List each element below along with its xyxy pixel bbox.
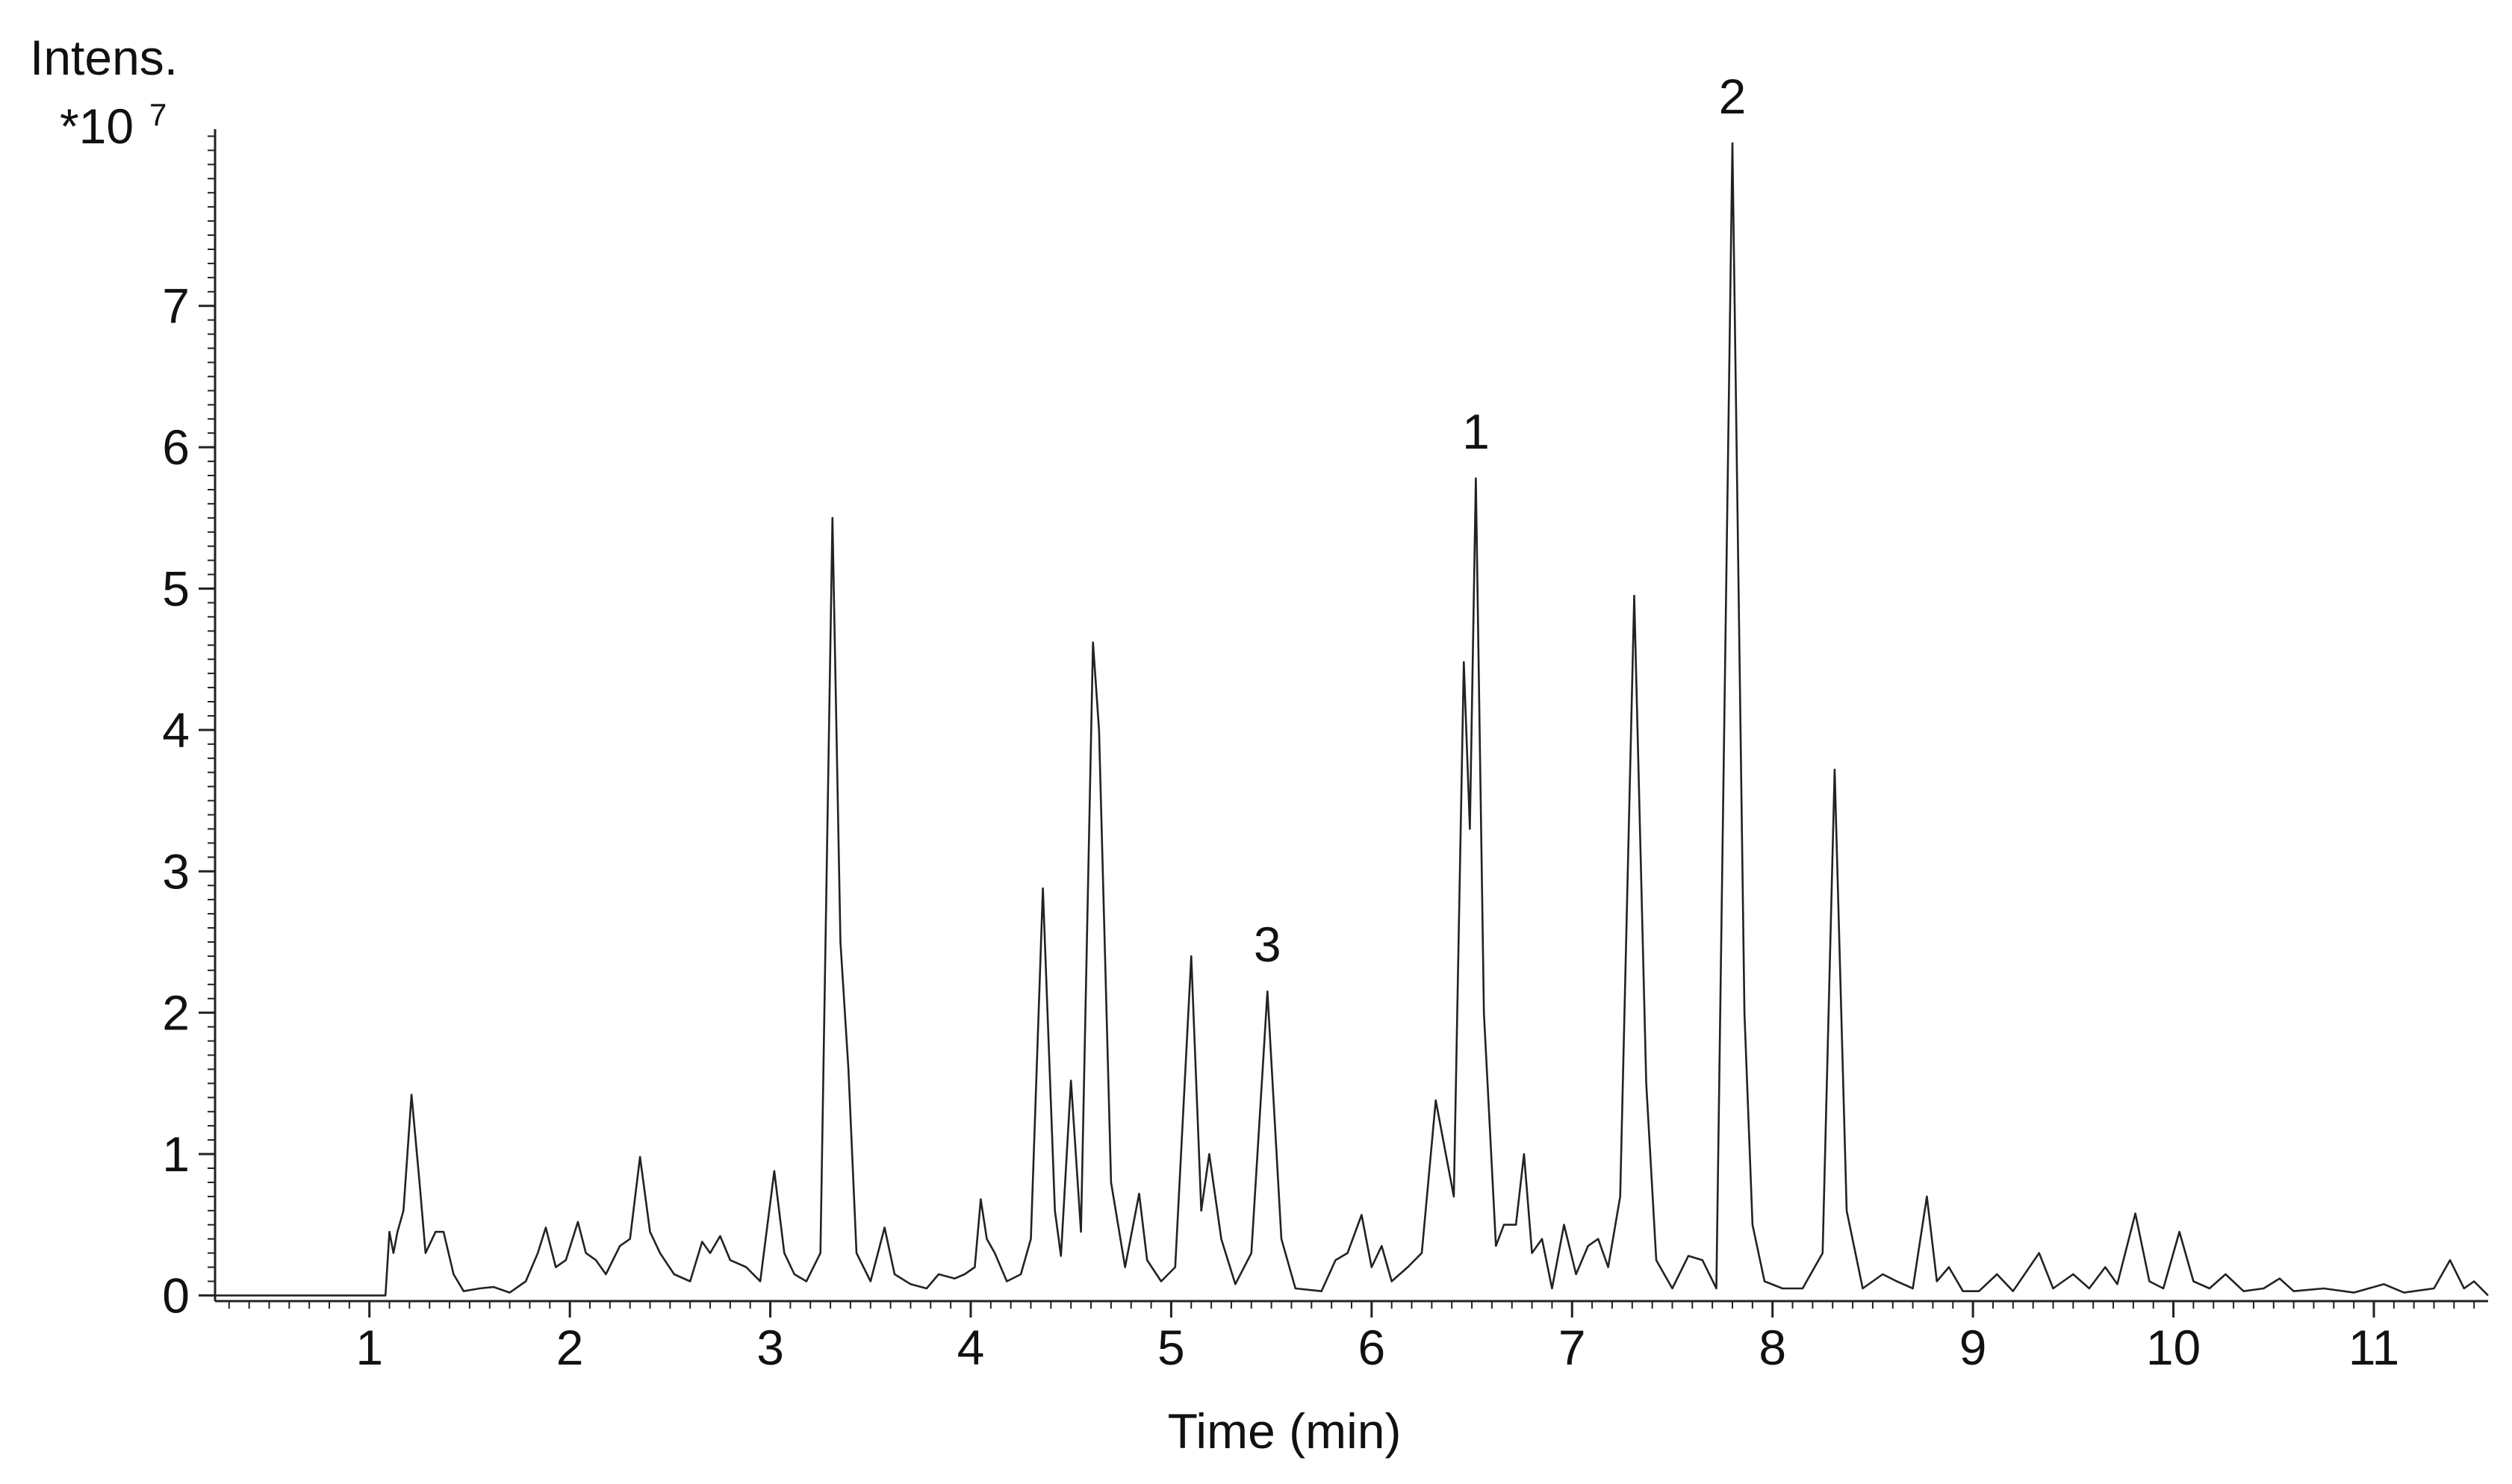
x-tick-label: 3 xyxy=(756,1320,784,1375)
x-axis-label: Time (min) xyxy=(1168,1403,1402,1459)
peak-annotation: 2 xyxy=(1719,69,1747,124)
x-tick-label: 5 xyxy=(1157,1320,1185,1375)
y-scale-exponent: 7 xyxy=(149,97,167,132)
y-scale-label: *10 xyxy=(60,99,134,154)
x-tick-label: 9 xyxy=(1959,1320,1987,1375)
chromatogram-line xyxy=(215,142,2489,1297)
x-tick-label: 1 xyxy=(355,1320,383,1375)
y-axis-label: Intens. xyxy=(30,30,178,85)
y-tick-label: 0 xyxy=(162,1268,190,1323)
y-tick-label: 3 xyxy=(162,844,190,899)
x-tick-label: 10 xyxy=(2146,1320,2201,1375)
y-tick-label: 4 xyxy=(162,702,190,758)
x-tick-label: 8 xyxy=(1759,1320,1786,1375)
x-tick-label: 7 xyxy=(1558,1320,1586,1375)
peak-annotation: 3 xyxy=(1254,917,1281,972)
y-tick-label: 2 xyxy=(162,985,190,1041)
y-tick-label: 1 xyxy=(162,1126,190,1182)
x-tick-label: 11 xyxy=(2348,1320,2400,1375)
y-tick-label: 6 xyxy=(162,420,190,475)
peak-annotation: 1 xyxy=(1462,404,1490,459)
y-tick-label: 7 xyxy=(162,278,190,334)
y-tick-label: 5 xyxy=(162,561,190,617)
x-tick-label: 4 xyxy=(957,1320,985,1375)
x-tick-label: 6 xyxy=(1358,1320,1385,1375)
x-tick-label: 2 xyxy=(556,1320,584,1375)
